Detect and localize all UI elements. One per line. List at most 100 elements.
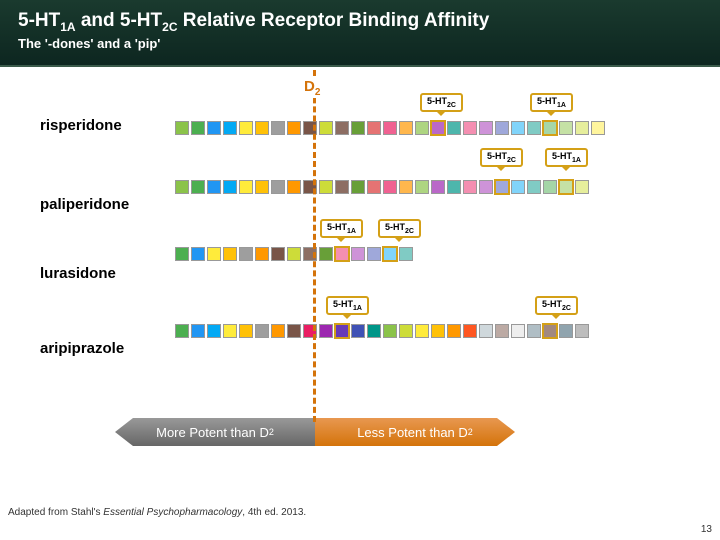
receptor-callout: 5-HT2C	[535, 296, 578, 315]
receptor-boxes	[175, 180, 589, 194]
receptor-box	[447, 324, 461, 338]
receptor-box	[287, 180, 301, 194]
slide-title: 5-HT1A and 5-HT2C Relative Receptor Bind…	[18, 10, 702, 34]
receptor-box	[319, 180, 333, 194]
receptor-box	[207, 247, 221, 261]
receptor-box	[223, 180, 237, 194]
receptor-box	[191, 180, 205, 194]
receptor-box	[367, 324, 381, 338]
receptor-box	[575, 121, 589, 135]
receptor-box	[191, 247, 205, 261]
receptor-box	[319, 121, 333, 135]
receptor-boxes	[175, 247, 413, 261]
receptor-box	[463, 324, 477, 338]
receptor-box	[575, 180, 589, 194]
receptor-box	[335, 247, 349, 261]
receptor-box	[239, 324, 253, 338]
receptor-box	[319, 324, 333, 338]
receptor-box	[495, 180, 509, 194]
arrow-less-potent: Less Potent than D2	[315, 418, 515, 446]
receptor-box	[415, 121, 429, 135]
receptor-box	[287, 324, 301, 338]
receptor-box	[431, 324, 445, 338]
receptor-box	[207, 180, 221, 194]
receptor-box	[175, 324, 189, 338]
receptor-box	[335, 324, 349, 338]
receptor-callout: 5-HT2C	[420, 93, 463, 112]
potency-arrows: More Potent than D2 Less Potent than D2	[115, 418, 575, 450]
receptor-box	[191, 324, 205, 338]
receptor-box	[431, 180, 445, 194]
receptor-box	[543, 121, 557, 135]
receptor-box	[271, 121, 285, 135]
drug-label: paliperidone	[40, 196, 129, 213]
receptor-box	[479, 121, 493, 135]
receptor-box	[255, 121, 269, 135]
receptor-box	[495, 121, 509, 135]
receptor-box	[559, 180, 573, 194]
receptor-box	[207, 121, 221, 135]
receptor-box	[463, 121, 477, 135]
receptor-box	[255, 180, 269, 194]
receptor-box	[351, 247, 365, 261]
receptor-box	[447, 180, 461, 194]
receptor-box	[223, 324, 237, 338]
receptor-callout: 5-HT1A	[545, 148, 588, 167]
receptor-box	[351, 324, 365, 338]
page-number: 13	[701, 524, 712, 535]
affinity-chart: risperidone5-HT2C5-HT1Apaliperidone5-HT2…	[0, 67, 720, 447]
receptor-box	[511, 180, 525, 194]
receptor-box	[447, 121, 461, 135]
receptor-box	[335, 180, 349, 194]
receptor-box	[351, 180, 365, 194]
receptor-box	[479, 180, 493, 194]
receptor-box	[511, 324, 525, 338]
receptor-box	[559, 121, 573, 135]
slide-header: 5-HT1A and 5-HT2C Relative Receptor Bind…	[0, 0, 720, 67]
receptor-box	[575, 324, 589, 338]
receptor-box	[287, 247, 301, 261]
receptor-box	[367, 180, 381, 194]
receptor-box	[399, 247, 413, 261]
receptor-box	[239, 180, 253, 194]
receptor-box	[511, 121, 525, 135]
receptor-box	[239, 247, 253, 261]
receptor-box	[479, 324, 493, 338]
receptor-box	[175, 247, 189, 261]
receptor-box	[207, 324, 221, 338]
receptor-callout: 5-HT2C	[378, 219, 421, 238]
receptor-box	[287, 121, 301, 135]
receptor-box	[559, 324, 573, 338]
receptor-box	[175, 121, 189, 135]
receptor-box	[271, 247, 285, 261]
receptor-box	[543, 324, 557, 338]
receptor-box	[191, 121, 205, 135]
receptor-box	[335, 121, 349, 135]
receptor-box	[271, 324, 285, 338]
drug-label: aripiprazole	[40, 340, 124, 357]
receptor-box	[223, 121, 237, 135]
receptor-callout: 5-HT1A	[326, 296, 369, 315]
receptor-box	[399, 180, 413, 194]
receptor-box	[415, 180, 429, 194]
citation: Adapted from Stahl's Essential Psychopha…	[8, 507, 306, 518]
receptor-box	[383, 247, 397, 261]
drug-row: risperidone5-HT2C5-HT1A	[20, 85, 700, 160]
receptor-box	[239, 121, 253, 135]
receptor-box	[431, 121, 445, 135]
receptor-callout: 5-HT1A	[530, 93, 573, 112]
receptor-box	[175, 180, 189, 194]
receptor-box	[383, 180, 397, 194]
d2-axis-line	[313, 70, 316, 422]
receptor-box	[527, 121, 541, 135]
arrow-more-potent: More Potent than D2	[115, 418, 315, 446]
receptor-callout: 5-HT2C	[480, 148, 523, 167]
receptor-box	[463, 180, 477, 194]
drug-label: lurasidone	[40, 265, 116, 282]
receptor-callout: 5-HT1A	[320, 219, 363, 238]
receptor-box	[383, 121, 397, 135]
receptor-box	[319, 247, 333, 261]
receptor-box	[367, 247, 381, 261]
receptor-box	[271, 180, 285, 194]
receptor-box	[351, 121, 365, 135]
